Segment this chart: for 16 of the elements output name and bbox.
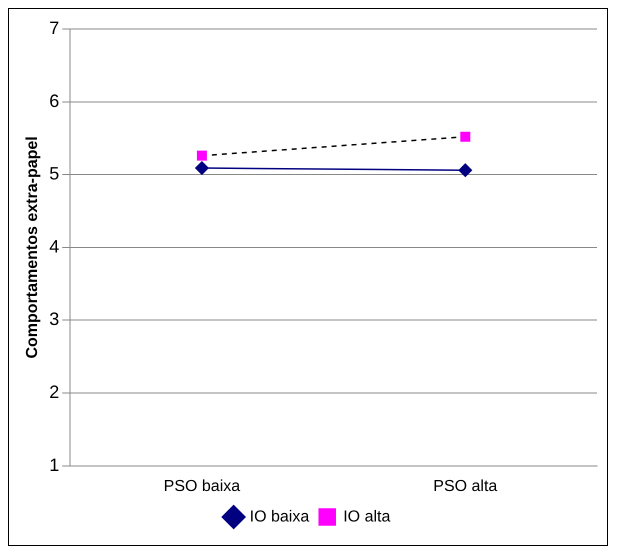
- y-tick-label: 5: [49, 164, 60, 184]
- x-tick-label: PSO alta: [433, 478, 498, 495]
- y-tick-label: 2: [49, 382, 60, 402]
- legend-label: IO alta: [343, 508, 390, 526]
- y-tick-label: 1: [49, 454, 60, 475]
- legend-label: IO baixa: [250, 508, 310, 526]
- y-tick-label: 7: [49, 18, 60, 38]
- y-tick-label: 3: [49, 309, 60, 330]
- point: [196, 150, 207, 161]
- y-tick-label: 4: [49, 236, 60, 256]
- y-axis-title: Comportamentos extra-papel: [24, 136, 42, 359]
- point: [458, 163, 472, 177]
- x-tick-label: PSO baixa: [164, 478, 240, 495]
- y-tick-label: 6: [49, 90, 60, 111]
- point: [195, 161, 209, 175]
- point: [460, 132, 470, 142]
